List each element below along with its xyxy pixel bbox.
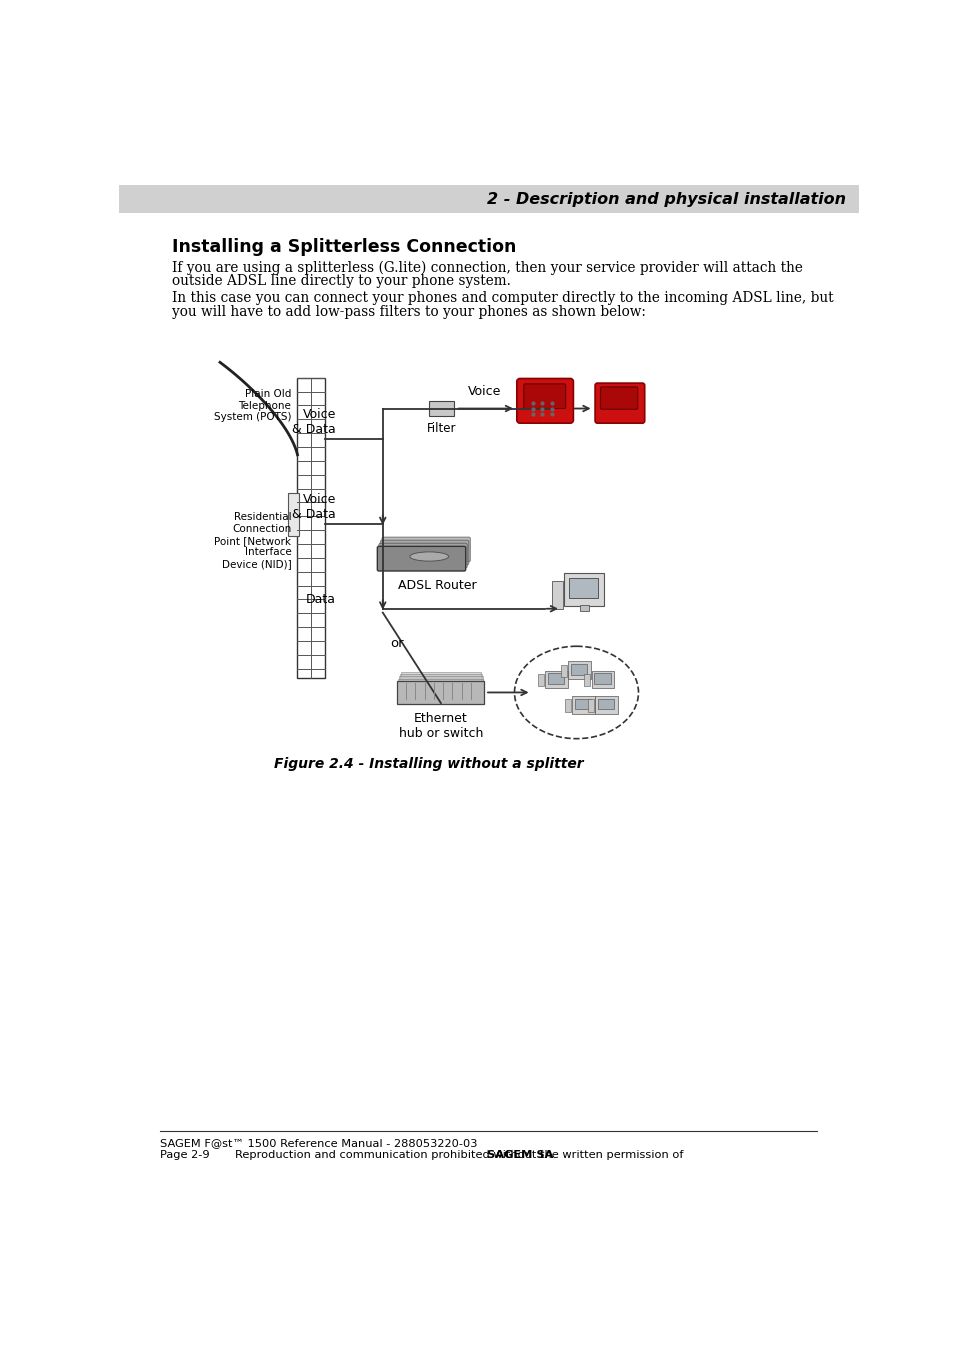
Text: outside ADSL line directly to your phone system.: outside ADSL line directly to your phone… <box>172 274 510 288</box>
FancyBboxPatch shape <box>568 578 598 598</box>
FancyBboxPatch shape <box>572 696 594 713</box>
FancyBboxPatch shape <box>399 674 481 697</box>
Text: Voice
& Data: Voice & Data <box>293 493 335 521</box>
Text: SAGEM SA: SAGEM SA <box>486 1150 553 1161</box>
FancyBboxPatch shape <box>575 698 591 709</box>
FancyBboxPatch shape <box>429 401 454 416</box>
FancyBboxPatch shape <box>397 681 484 704</box>
FancyBboxPatch shape <box>288 493 298 535</box>
FancyBboxPatch shape <box>297 378 325 678</box>
FancyBboxPatch shape <box>552 581 562 609</box>
Text: 2 - Description and physical installation: 2 - Description and physical installatio… <box>487 192 845 207</box>
FancyBboxPatch shape <box>598 698 614 709</box>
Text: Data: Data <box>306 593 335 605</box>
FancyBboxPatch shape <box>397 678 483 701</box>
Text: Plain Old
Telephone
System (POTS): Plain Old Telephone System (POTS) <box>213 389 291 423</box>
FancyBboxPatch shape <box>544 670 567 688</box>
FancyBboxPatch shape <box>599 386 637 409</box>
FancyBboxPatch shape <box>381 538 470 562</box>
Text: Figure 2.4 - Installing without a splitter: Figure 2.4 - Installing without a splitt… <box>274 757 583 771</box>
Text: If you are using a splitterless (G.lite) connection, then your service provider : If you are using a splitterless (G.lite)… <box>172 261 802 276</box>
Text: ADSL Router: ADSL Router <box>397 578 476 592</box>
FancyBboxPatch shape <box>583 674 590 686</box>
FancyBboxPatch shape <box>595 384 644 423</box>
FancyBboxPatch shape <box>523 384 565 408</box>
FancyBboxPatch shape <box>563 573 604 605</box>
Text: Installing a Splitterless Connection: Installing a Splitterless Connection <box>172 238 516 255</box>
FancyBboxPatch shape <box>377 546 465 571</box>
FancyBboxPatch shape <box>564 700 571 712</box>
Text: SAGEM F@st™ 1500 Reference Manual - 288053220-03: SAGEM F@st™ 1500 Reference Manual - 2880… <box>159 1139 476 1148</box>
FancyBboxPatch shape <box>579 605 588 611</box>
FancyBboxPatch shape <box>595 696 618 713</box>
Text: or: or <box>390 636 404 650</box>
FancyBboxPatch shape <box>119 185 858 213</box>
FancyBboxPatch shape <box>398 677 482 700</box>
Text: Residential
Connection
Point [Network
Interface
Device (NID)]: Residential Connection Point [Network In… <box>214 512 291 569</box>
Ellipse shape <box>410 553 448 561</box>
FancyBboxPatch shape <box>378 543 467 567</box>
FancyBboxPatch shape <box>568 661 590 680</box>
Text: Page 2-9       Reproduction and communication prohibited without the written per: Page 2-9 Reproduction and communication … <box>159 1150 686 1161</box>
Text: Ethernet
hub or switch: Ethernet hub or switch <box>398 712 482 740</box>
FancyBboxPatch shape <box>587 700 594 712</box>
FancyBboxPatch shape <box>400 671 480 694</box>
FancyBboxPatch shape <box>380 540 468 565</box>
Text: In this case you can connect your phones and computer directly to the incoming A: In this case you can connect your phones… <box>172 292 833 305</box>
FancyBboxPatch shape <box>560 665 567 677</box>
Ellipse shape <box>514 646 638 739</box>
Text: you will have to add low-pass filters to your phones as shown below:: you will have to add low-pass filters to… <box>172 304 645 319</box>
FancyBboxPatch shape <box>517 378 573 423</box>
Text: Voice: Voice <box>468 385 501 397</box>
Text: Voice
& Data: Voice & Data <box>293 408 335 436</box>
FancyBboxPatch shape <box>571 663 587 674</box>
FancyBboxPatch shape <box>537 674 543 686</box>
FancyBboxPatch shape <box>547 673 563 684</box>
Text: Filter: Filter <box>426 423 456 435</box>
FancyBboxPatch shape <box>594 673 610 684</box>
FancyBboxPatch shape <box>591 670 614 688</box>
